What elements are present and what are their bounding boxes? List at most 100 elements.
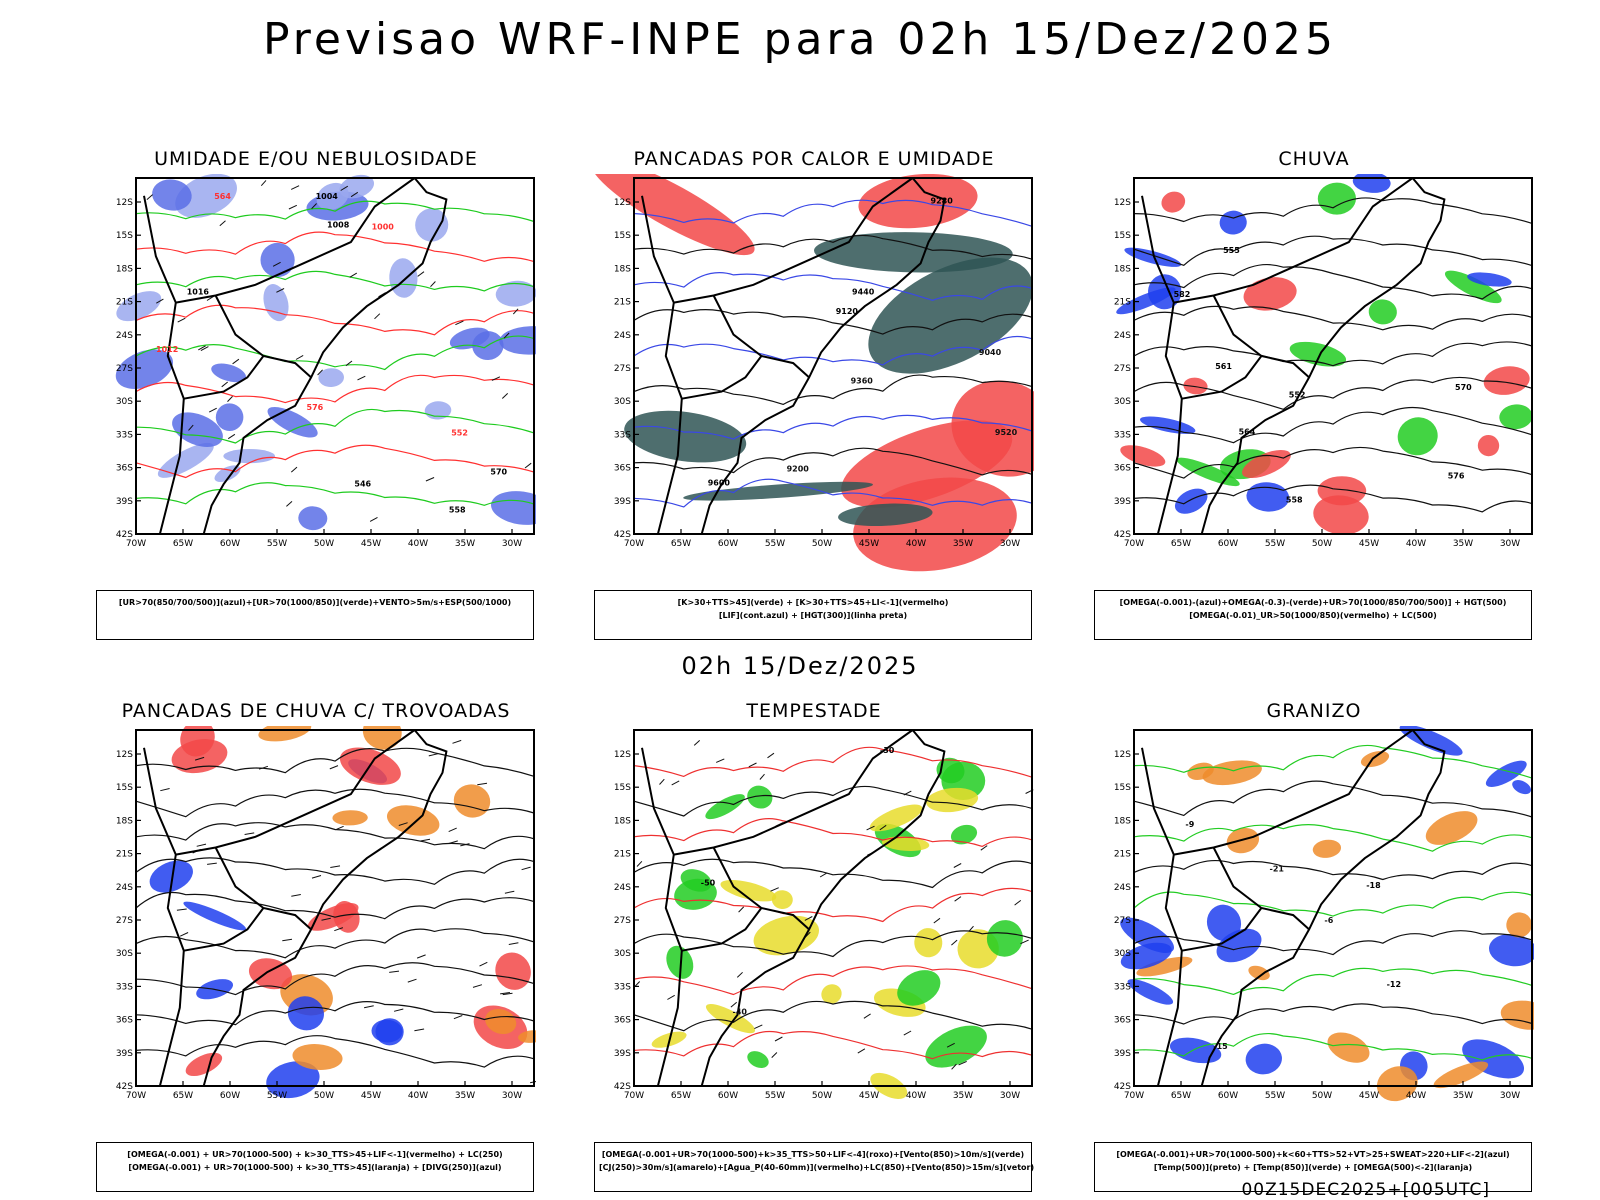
lon-label: 55W xyxy=(267,539,287,549)
shaded-region xyxy=(666,945,694,979)
contour-line xyxy=(135,335,535,371)
contour-line xyxy=(135,444,535,479)
country-border xyxy=(1141,747,1183,1087)
legend-line: [UR>70(850/700/500)](azul)+[UR>70(1000/8… xyxy=(118,598,512,607)
country-border xyxy=(641,195,683,535)
lon-label: 40W xyxy=(906,1091,926,1101)
contour-line xyxy=(633,785,1033,817)
wind-vector xyxy=(512,308,519,315)
wind-vector xyxy=(933,917,941,924)
contour-label: 1016 xyxy=(187,288,210,297)
shaded-region xyxy=(1506,912,1532,938)
wind-vector xyxy=(460,843,470,847)
contour-label: 561 xyxy=(1215,362,1232,371)
shaded-region xyxy=(1425,811,1478,845)
lon-label: 50W xyxy=(314,1091,334,1101)
lat-label: 24S xyxy=(1114,883,1131,893)
lat-label: 33S xyxy=(614,982,631,992)
panel-pancadas-calor: PANCADAS POR CALOR E UMIDADE 9600 9520 944… xyxy=(594,148,1094,640)
wind-vector xyxy=(857,1048,866,1054)
shaded-region xyxy=(674,878,717,910)
lat-label: 39S xyxy=(1114,1049,1131,1059)
lon-label: 55W xyxy=(765,539,785,549)
wind-vector xyxy=(321,917,331,921)
legend-line: [OMEGA(-0.001)-(azul)+OMEGA(-0.3)-(verde… xyxy=(1119,598,1507,607)
contour-label: 9200 xyxy=(787,464,810,473)
shaded-region xyxy=(1512,780,1532,795)
country-border xyxy=(1141,195,1183,535)
legend-line: [OMEGA(-0.01)_UR>50(1000/850)(vermelho) … xyxy=(1189,611,1437,620)
lon-label: 65W xyxy=(671,539,691,549)
wind-vector xyxy=(357,375,366,381)
wind-vector xyxy=(425,477,435,482)
shaded-region xyxy=(1176,457,1240,487)
shaded-region xyxy=(1183,377,1208,395)
lat-label: 36S xyxy=(1114,1016,1131,1026)
map-umidade: 1008 1012 1004 1000 1016 576 570 564 558 552 546 12… xyxy=(115,174,536,549)
contour-label: -40 xyxy=(733,1008,748,1017)
wind-vector xyxy=(521,866,531,871)
shaded-region xyxy=(287,996,324,1031)
map-layer: 582 576 570 564 561 558 555 552 xyxy=(1116,174,1533,535)
contour-line xyxy=(633,858,1033,889)
shaded-region xyxy=(175,174,237,218)
wind-vector xyxy=(453,1015,463,1020)
wind-vector xyxy=(286,501,293,507)
legend-box: [K>30+TTS>45](verde) + [K>30+TTS>45+LI<-… xyxy=(594,590,1032,640)
shaded-region xyxy=(869,804,923,832)
contour-line xyxy=(633,234,1033,260)
wind-vector xyxy=(754,1024,763,1030)
contour-line xyxy=(135,857,535,885)
contour-label: 552 xyxy=(1289,390,1306,399)
wind-vector xyxy=(276,288,285,293)
wind-vector xyxy=(345,360,353,367)
contour-line xyxy=(135,231,535,263)
shaded-region xyxy=(926,787,979,813)
shaded-region xyxy=(1120,445,1166,467)
legend-line: [K>30+TTS>45](verde) + [K>30+TTS>45+LI<-… xyxy=(677,598,949,607)
shaded-region xyxy=(292,1044,343,1070)
wind-vector xyxy=(501,393,509,399)
wind-vector xyxy=(804,916,813,921)
legend-box: [UR>70(850/700/500)](azul)+[UR>70(1000/8… xyxy=(96,590,534,640)
wind-vector xyxy=(156,298,164,304)
shaded-region xyxy=(495,280,536,307)
map-tempestade: -50 -40 -30 12S 15S 18S 21S 24S 27S 30S 33S 36S 39S 4… xyxy=(614,729,1034,1101)
contour-line xyxy=(633,199,1033,227)
shaded-region xyxy=(753,915,820,956)
wind-vector xyxy=(329,765,339,770)
shaded-region xyxy=(389,258,418,298)
wind-vector xyxy=(730,1001,738,1008)
shaded-region xyxy=(1139,416,1196,434)
lon-label: 65W xyxy=(173,1091,193,1101)
contour-label: 9040 xyxy=(979,348,1002,357)
lon-label: 50W xyxy=(1312,539,1332,549)
contour-line xyxy=(633,746,1033,778)
contour-line xyxy=(633,309,1033,335)
contour-label: 9520 xyxy=(995,428,1018,437)
lon-label: 35W xyxy=(455,1091,475,1101)
lon-label: 65W xyxy=(1171,1091,1191,1101)
map-layer xyxy=(135,726,536,1099)
shaded-region xyxy=(936,757,965,784)
map-pancadas-calor: 9600 9520 9440 9360 9280 9200 9120 9040 12S 15S 18… xyxy=(594,174,1034,572)
lon-label: 35W xyxy=(1453,1091,1473,1101)
wind-vector xyxy=(389,970,400,973)
wind-vector xyxy=(282,938,293,942)
wind-vector xyxy=(335,825,344,831)
panel-title: UMIDADE E/OU NEBULOSIDADE xyxy=(154,148,478,170)
wind-vector xyxy=(479,961,488,967)
shaded-region xyxy=(185,1052,223,1077)
legend-box: [OMEGA(-0.001) + UR>70(1000-500) + k>30_… xyxy=(96,1142,534,1192)
contour-line xyxy=(633,965,1033,996)
contour-label: 570 xyxy=(1455,383,1472,392)
contour-label: 9440 xyxy=(852,287,875,296)
lon-label: 50W xyxy=(812,1091,832,1101)
lat-label: 42S xyxy=(614,1082,631,1092)
shaded-region xyxy=(1399,726,1463,756)
lon-label: 60W xyxy=(220,539,240,549)
shaded-region xyxy=(495,952,531,990)
panel-title: PANCADAS DE CHUVA C/ TROVOADAS xyxy=(121,700,511,722)
shaded-region xyxy=(814,232,1013,273)
contour-label: 1000 xyxy=(372,222,395,231)
